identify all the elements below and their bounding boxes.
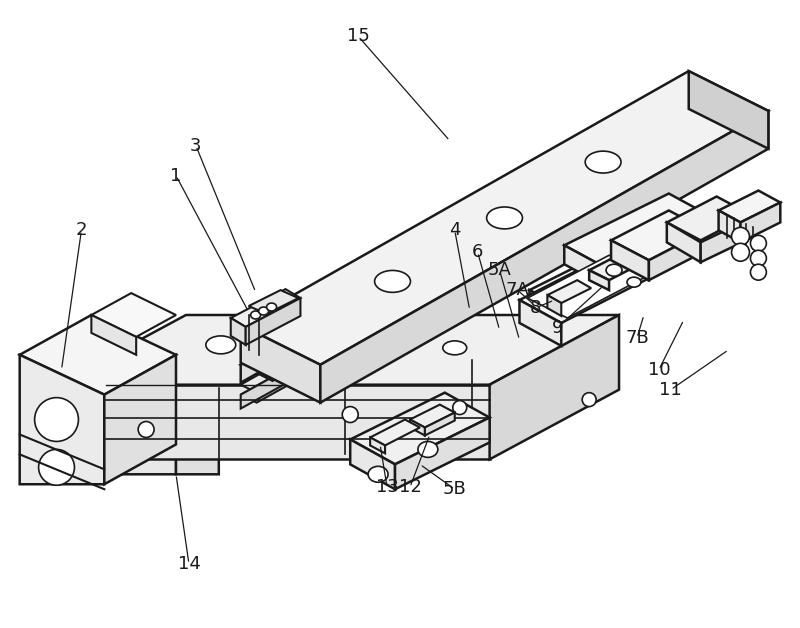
Polygon shape bbox=[564, 193, 704, 264]
Text: 5A: 5A bbox=[488, 261, 511, 279]
Ellipse shape bbox=[486, 207, 522, 229]
Polygon shape bbox=[246, 298, 301, 345]
Polygon shape bbox=[718, 210, 741, 242]
Ellipse shape bbox=[250, 311, 261, 319]
Ellipse shape bbox=[34, 398, 78, 441]
Polygon shape bbox=[230, 318, 246, 345]
Text: 14: 14 bbox=[178, 555, 200, 573]
Polygon shape bbox=[57, 385, 490, 459]
Ellipse shape bbox=[750, 251, 766, 266]
Polygon shape bbox=[230, 289, 301, 327]
Polygon shape bbox=[589, 270, 609, 290]
Polygon shape bbox=[611, 241, 649, 280]
Polygon shape bbox=[368, 325, 432, 373]
Polygon shape bbox=[649, 230, 706, 280]
Polygon shape bbox=[241, 337, 306, 385]
Polygon shape bbox=[410, 420, 425, 435]
Polygon shape bbox=[490, 315, 619, 459]
Ellipse shape bbox=[138, 421, 154, 438]
Ellipse shape bbox=[335, 336, 365, 354]
Ellipse shape bbox=[627, 277, 641, 287]
Polygon shape bbox=[320, 111, 768, 403]
Polygon shape bbox=[395, 418, 490, 489]
Ellipse shape bbox=[418, 441, 438, 457]
Polygon shape bbox=[519, 251, 659, 323]
Text: 7B: 7B bbox=[625, 329, 649, 347]
Text: 5B: 5B bbox=[443, 480, 466, 498]
Polygon shape bbox=[368, 340, 432, 440]
Polygon shape bbox=[350, 392, 490, 464]
Polygon shape bbox=[104, 355, 176, 484]
Polygon shape bbox=[241, 146, 705, 403]
Text: 11: 11 bbox=[659, 381, 682, 399]
Polygon shape bbox=[57, 315, 619, 385]
Polygon shape bbox=[718, 190, 780, 222]
Text: 2: 2 bbox=[76, 222, 87, 239]
Ellipse shape bbox=[266, 303, 277, 311]
Ellipse shape bbox=[582, 392, 596, 406]
Ellipse shape bbox=[731, 227, 750, 246]
Polygon shape bbox=[306, 352, 346, 455]
Polygon shape bbox=[241, 111, 721, 381]
Polygon shape bbox=[241, 111, 689, 382]
Polygon shape bbox=[106, 365, 176, 474]
Ellipse shape bbox=[585, 151, 621, 173]
Ellipse shape bbox=[258, 307, 269, 315]
Ellipse shape bbox=[750, 264, 766, 280]
Text: 4: 4 bbox=[449, 222, 461, 239]
Polygon shape bbox=[241, 131, 709, 394]
Polygon shape bbox=[611, 210, 706, 260]
Polygon shape bbox=[241, 146, 689, 409]
Ellipse shape bbox=[731, 243, 750, 261]
Polygon shape bbox=[20, 315, 176, 394]
Polygon shape bbox=[91, 315, 136, 355]
Text: 12: 12 bbox=[398, 479, 422, 496]
Ellipse shape bbox=[750, 236, 766, 251]
Ellipse shape bbox=[342, 406, 358, 423]
Polygon shape bbox=[667, 197, 750, 241]
Polygon shape bbox=[689, 71, 768, 149]
Polygon shape bbox=[350, 440, 395, 489]
Polygon shape bbox=[241, 325, 320, 403]
Text: 15: 15 bbox=[346, 27, 370, 45]
Polygon shape bbox=[741, 202, 780, 242]
Text: 3: 3 bbox=[190, 137, 202, 154]
Polygon shape bbox=[530, 260, 617, 305]
Polygon shape bbox=[370, 420, 420, 445]
Polygon shape bbox=[241, 352, 306, 455]
Ellipse shape bbox=[374, 271, 410, 293]
Polygon shape bbox=[701, 219, 750, 263]
Ellipse shape bbox=[443, 341, 466, 355]
Text: 6: 6 bbox=[472, 243, 483, 261]
Polygon shape bbox=[106, 350, 176, 399]
Ellipse shape bbox=[453, 401, 466, 414]
Polygon shape bbox=[410, 404, 454, 428]
Polygon shape bbox=[527, 255, 649, 318]
Polygon shape bbox=[249, 290, 298, 314]
Polygon shape bbox=[432, 340, 472, 440]
Polygon shape bbox=[519, 300, 562, 346]
Text: 13: 13 bbox=[376, 479, 398, 496]
Polygon shape bbox=[564, 246, 599, 283]
Polygon shape bbox=[370, 438, 385, 453]
Text: 8: 8 bbox=[530, 299, 541, 317]
Polygon shape bbox=[91, 293, 176, 337]
Polygon shape bbox=[241, 71, 768, 365]
Ellipse shape bbox=[606, 264, 622, 276]
Ellipse shape bbox=[38, 450, 74, 485]
Polygon shape bbox=[589, 241, 667, 280]
Polygon shape bbox=[176, 365, 219, 474]
Polygon shape bbox=[425, 413, 454, 435]
Ellipse shape bbox=[206, 336, 236, 354]
Text: 1: 1 bbox=[170, 166, 182, 185]
Polygon shape bbox=[547, 295, 562, 316]
Polygon shape bbox=[20, 355, 104, 484]
Polygon shape bbox=[547, 280, 591, 303]
Ellipse shape bbox=[368, 467, 388, 482]
Text: 7A: 7A bbox=[506, 281, 530, 299]
Text: 10: 10 bbox=[647, 360, 670, 379]
Polygon shape bbox=[530, 290, 558, 320]
Polygon shape bbox=[667, 222, 701, 263]
Text: 9: 9 bbox=[551, 319, 563, 337]
